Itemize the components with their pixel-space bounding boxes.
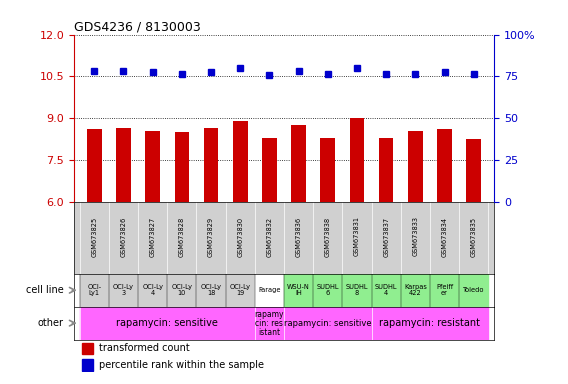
- Text: GSM673825: GSM673825: [91, 216, 97, 257]
- Bar: [255, 307, 284, 339]
- Text: rapamycin: resistant: rapamycin: resistant: [379, 318, 481, 328]
- Bar: [401, 274, 430, 307]
- Text: GSM673829: GSM673829: [208, 217, 214, 257]
- Bar: [350, 118, 364, 202]
- Text: OCI-Ly
18: OCI-Ly 18: [201, 284, 222, 296]
- Bar: [82, 359, 93, 371]
- Bar: [284, 274, 313, 307]
- Text: OCI-Ly
10: OCI-Ly 10: [172, 284, 193, 296]
- Bar: [343, 274, 371, 307]
- Bar: [459, 274, 488, 307]
- Text: rapamycin: sensitive: rapamycin: sensitive: [116, 318, 218, 328]
- Text: GSM673835: GSM673835: [471, 217, 477, 257]
- Text: Pfeiff
er: Pfeiff er: [436, 284, 453, 296]
- Text: SUDHL
6: SUDHL 6: [316, 284, 339, 296]
- Text: Toledo: Toledo: [463, 287, 485, 293]
- Bar: [262, 138, 277, 202]
- Bar: [313, 274, 343, 307]
- Bar: [174, 132, 189, 202]
- Bar: [138, 274, 167, 307]
- Text: GDS4236 / 8130003: GDS4236 / 8130003: [74, 20, 201, 33]
- Text: GSM673827: GSM673827: [149, 216, 156, 257]
- Text: GSM673837: GSM673837: [383, 217, 389, 257]
- Text: GSM673826: GSM673826: [120, 216, 127, 257]
- Bar: [167, 274, 197, 307]
- Text: GSM673831: GSM673831: [354, 217, 360, 257]
- Bar: [371, 307, 488, 339]
- Bar: [371, 274, 401, 307]
- Text: GSM673836: GSM673836: [295, 217, 302, 257]
- Text: SUDHL
4: SUDHL 4: [375, 284, 398, 296]
- Text: other: other: [37, 318, 64, 328]
- Bar: [379, 138, 394, 202]
- Bar: [197, 274, 225, 307]
- Bar: [291, 125, 306, 202]
- Text: rapamycin: sensitive: rapamycin: sensitive: [284, 319, 371, 328]
- Text: GSM673830: GSM673830: [237, 217, 243, 257]
- Text: SUDHL
8: SUDHL 8: [346, 284, 368, 296]
- Text: OCI-
Ly1: OCI- Ly1: [87, 284, 101, 296]
- Text: percentile rank within the sample: percentile rank within the sample: [99, 360, 264, 370]
- Text: GSM673832: GSM673832: [266, 217, 273, 257]
- Bar: [408, 131, 423, 202]
- Text: GSM673828: GSM673828: [179, 216, 185, 257]
- Bar: [320, 138, 335, 202]
- Text: rapamy
cin: res
istant: rapamy cin: res istant: [254, 310, 284, 337]
- Text: GSM673833: GSM673833: [412, 217, 419, 257]
- Text: OCI-Ly
3: OCI-Ly 3: [113, 284, 134, 296]
- Bar: [233, 121, 248, 202]
- Bar: [430, 274, 459, 307]
- Bar: [466, 139, 481, 202]
- Bar: [284, 307, 371, 339]
- Text: GSM673834: GSM673834: [441, 217, 448, 257]
- Bar: [255, 274, 284, 307]
- Bar: [80, 307, 255, 339]
- Bar: [204, 128, 218, 202]
- Bar: [116, 128, 131, 202]
- Text: transformed count: transformed count: [99, 343, 190, 353]
- Bar: [437, 129, 452, 202]
- Text: WSU-N
IH: WSU-N IH: [287, 284, 310, 296]
- Text: cell line: cell line: [26, 285, 64, 295]
- Bar: [82, 343, 93, 354]
- Text: Karpas
422: Karpas 422: [404, 284, 427, 296]
- Bar: [109, 274, 138, 307]
- Bar: [87, 129, 102, 202]
- Text: GSM673838: GSM673838: [325, 217, 331, 257]
- Text: Farage: Farage: [258, 287, 281, 293]
- Text: OCI-Ly
19: OCI-Ly 19: [229, 284, 250, 296]
- Bar: [145, 131, 160, 202]
- Text: OCI-Ly
4: OCI-Ly 4: [142, 284, 163, 296]
- Bar: [80, 274, 109, 307]
- Bar: [225, 274, 255, 307]
